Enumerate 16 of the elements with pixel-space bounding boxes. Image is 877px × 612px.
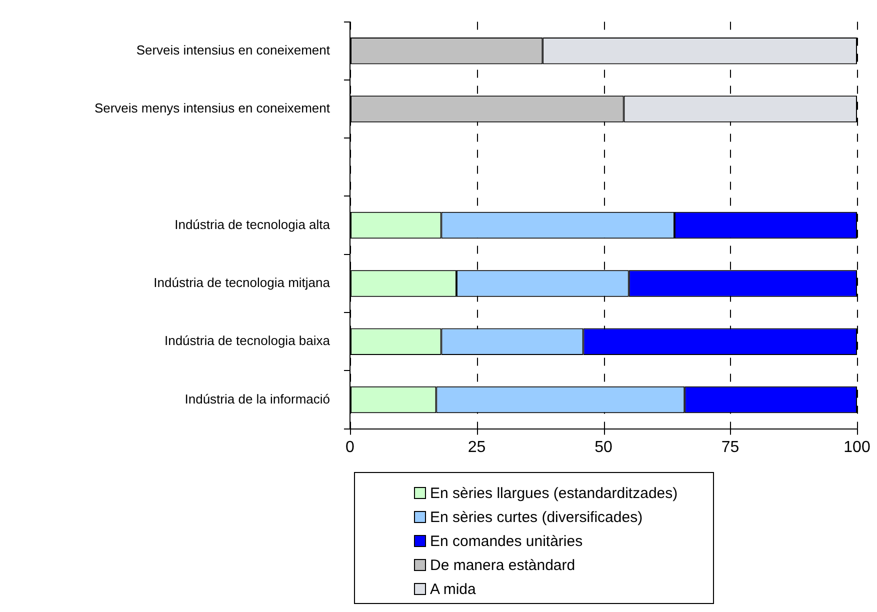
legend-label: A mida xyxy=(430,580,476,598)
legend-label: En sèries curtes (diversificades) xyxy=(430,508,643,526)
legend-label: En comandes unitàries xyxy=(430,532,583,550)
y-tick-label: Indústria de tecnologia baixa xyxy=(164,333,331,348)
x-tick-label: 75 xyxy=(721,438,740,456)
x-tick-label: 50 xyxy=(594,438,612,456)
x-tick-label: 0 xyxy=(346,438,355,456)
y-tick-label: Serveis menys intensius en coneixement xyxy=(94,100,330,116)
legend-label: De manera estàndard xyxy=(430,556,576,574)
y-tick-label: Indústria de tecnologia alta xyxy=(174,216,331,232)
x-tick-label: 100 xyxy=(844,438,870,456)
y-tick-label: Serveis intensius en coneixement xyxy=(136,42,330,58)
legend-label: En sèries llargues (estandarditzades) xyxy=(430,484,678,502)
y-tick-label: Indústria de la informació xyxy=(184,391,330,406)
y-tick-label: Indústria de tecnologia mitjana xyxy=(154,275,331,290)
x-tick-label: 25 xyxy=(468,438,486,456)
